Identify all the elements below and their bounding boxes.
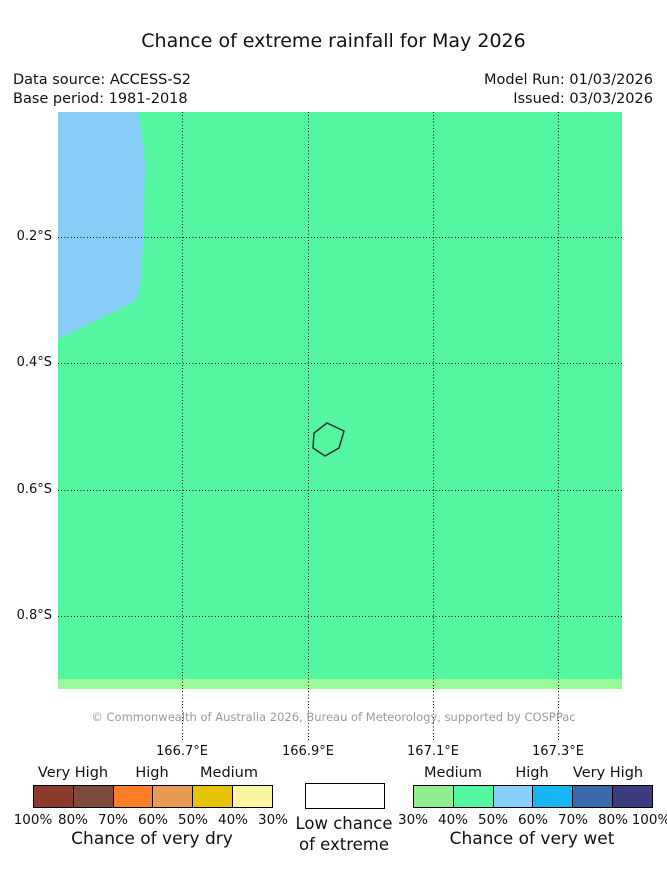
wet-tick-80: 80%: [597, 812, 629, 828]
gridline-horizontal-0.6S: [58, 490, 622, 491]
wet-tick-70: 70%: [557, 812, 589, 828]
wet-swatch-40: [452, 786, 493, 807]
low-chance-label-line1: Low chance: [295, 814, 393, 833]
forecast-map: [58, 112, 622, 689]
page-title: Chance of extreme rainfall for May 2026: [141, 30, 526, 52]
low-chance-label-line2: of extreme: [298, 835, 390, 854]
gridline-horizontal-0.4S: [58, 363, 622, 364]
dry-tick-60: 60%: [137, 812, 169, 828]
wet-legend-caption: Chance of very wet: [449, 829, 615, 849]
wet-level-high: High: [515, 765, 549, 781]
gridline-vertical-166.7E: [182, 112, 183, 741]
gridline-vertical-167.3E: [558, 112, 559, 741]
wet-tick-40: 40%: [437, 812, 469, 828]
low-chance-swatch: [305, 783, 385, 809]
y-axis-tick-0.6S: 0.6°S: [16, 482, 52, 497]
gridline-horizontal-0.2S: [58, 237, 622, 238]
dry-tick-40: 40%: [217, 812, 249, 828]
wet-colorbar: [413, 785, 653, 808]
map-region-very-wet-50: [58, 112, 622, 689]
data-source-label: Data source: ACCESS-S2: [13, 72, 192, 88]
issued-label: Issued: 03/03/2026: [513, 91, 653, 107]
model-run-label: Model Run: 01/03/2026: [483, 72, 653, 88]
dry-swatch-80: [72, 786, 113, 807]
island-outline: [312, 422, 345, 457]
wet-swatch-30: [414, 786, 453, 807]
gridline-horizontal-0.8S: [58, 616, 622, 617]
x-axis-tick-167.1E: 167.1°E: [407, 744, 459, 759]
wet-swatch-80: [612, 786, 652, 807]
wet-swatch-50: [492, 786, 533, 807]
dry-level-high: High: [135, 765, 169, 781]
dry-swatch-60: [152, 786, 193, 807]
copyright-notice: © Commonwealth of Australia 2026, Bureau…: [91, 710, 576, 724]
header-right: Model Run: 01/03/2026 Issued: 03/03/2026: [484, 71, 653, 109]
x-axis-tick-166.9E: 166.9°E: [282, 744, 334, 759]
wet-level-medium: Medium: [424, 765, 482, 781]
wet-tick-30: 30%: [397, 812, 429, 828]
map-region-strip-bottom: [58, 679, 622, 689]
dry-legend-caption: Chance of very dry: [71, 829, 233, 849]
header-left: Data source: ACCESS-S2 Base period: 1981…: [13, 71, 191, 109]
dry-tick-50: 50%: [177, 812, 209, 828]
dry-tick-100: 100%: [13, 812, 53, 828]
gridline-vertical-167.1E: [433, 112, 434, 741]
x-axis-tick-166.7E: 166.7°E: [156, 744, 208, 759]
dry-swatch-100: [34, 786, 73, 807]
dry-tick-80: 80%: [57, 812, 89, 828]
dry-level-very-high: Very High: [37, 765, 109, 781]
x-axis-tick-167.3E: 167.3°E: [532, 744, 584, 759]
base-period-label: Base period: 1981-2018: [13, 91, 188, 107]
dry-swatch-70: [112, 786, 153, 807]
wet-level-very-high: Very High: [572, 765, 644, 781]
y-axis-tick-0.4S: 0.4°S: [16, 355, 52, 370]
y-axis-tick-0.2S: 0.2°S: [16, 229, 52, 244]
wet-tick-50: 50%: [477, 812, 509, 828]
dry-level-medium: Medium: [200, 765, 258, 781]
wet-swatch-60: [532, 786, 573, 807]
wet-tick-100: 100%: [631, 812, 667, 828]
y-axis-tick-0.8S: 0.8°S: [16, 608, 52, 623]
dry-tick-30: 30%: [257, 812, 289, 828]
dry-swatch-50: [192, 786, 233, 807]
dry-swatch-40: [232, 786, 272, 807]
dry-colorbar: [33, 785, 273, 808]
wet-tick-60: 60%: [517, 812, 549, 828]
dry-tick-70: 70%: [97, 812, 129, 828]
map-region-very-wet-60-patch: [58, 112, 145, 339]
gridline-vertical-166.9E: [308, 112, 309, 741]
wet-swatch-70: [572, 786, 613, 807]
